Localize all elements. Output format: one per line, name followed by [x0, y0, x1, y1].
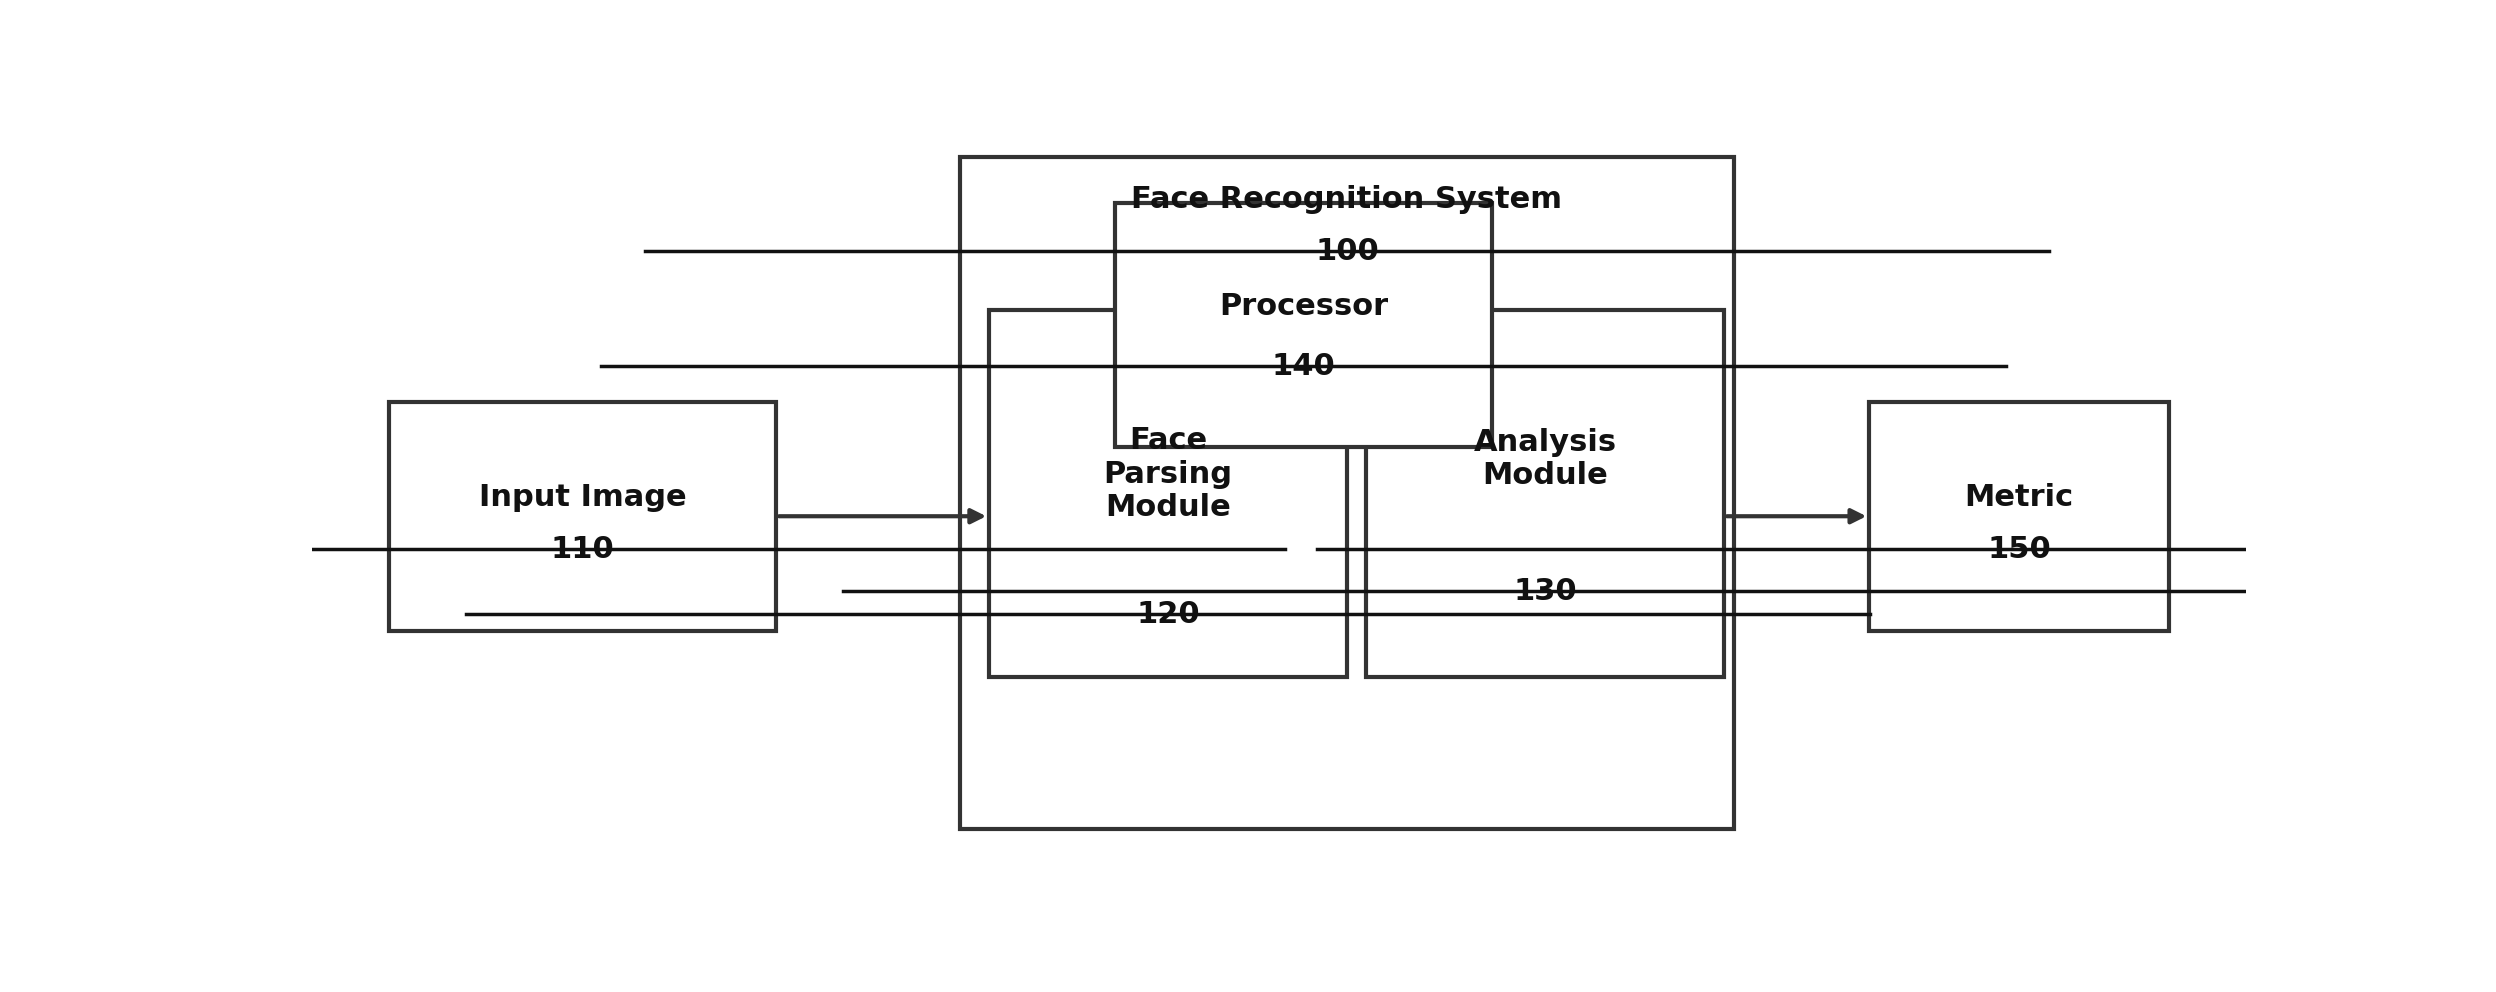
Text: Analysis
Module: Analysis Module: [1473, 428, 1617, 490]
Text: Metric: Metric: [1964, 483, 2074, 512]
Text: 130: 130: [1513, 577, 1577, 606]
Text: 110: 110: [552, 536, 614, 564]
Text: 140: 140: [1270, 352, 1335, 381]
Text: Input Image: Input Image: [479, 483, 686, 512]
Text: 150: 150: [1987, 536, 2052, 564]
Bar: [1365, 310, 1725, 677]
Text: Face
Parsing
Module: Face Parsing Module: [1103, 427, 1233, 523]
Bar: [389, 402, 776, 631]
Text: Face Recognition System: Face Recognition System: [1131, 185, 1562, 213]
Bar: [1870, 402, 2169, 631]
Bar: [988, 310, 1348, 677]
Bar: [961, 158, 1735, 829]
Bar: [1116, 203, 1493, 447]
Text: 120: 120: [1136, 600, 1201, 629]
Text: 100: 100: [1315, 237, 1378, 267]
Text: Processor: Processor: [1218, 292, 1388, 320]
